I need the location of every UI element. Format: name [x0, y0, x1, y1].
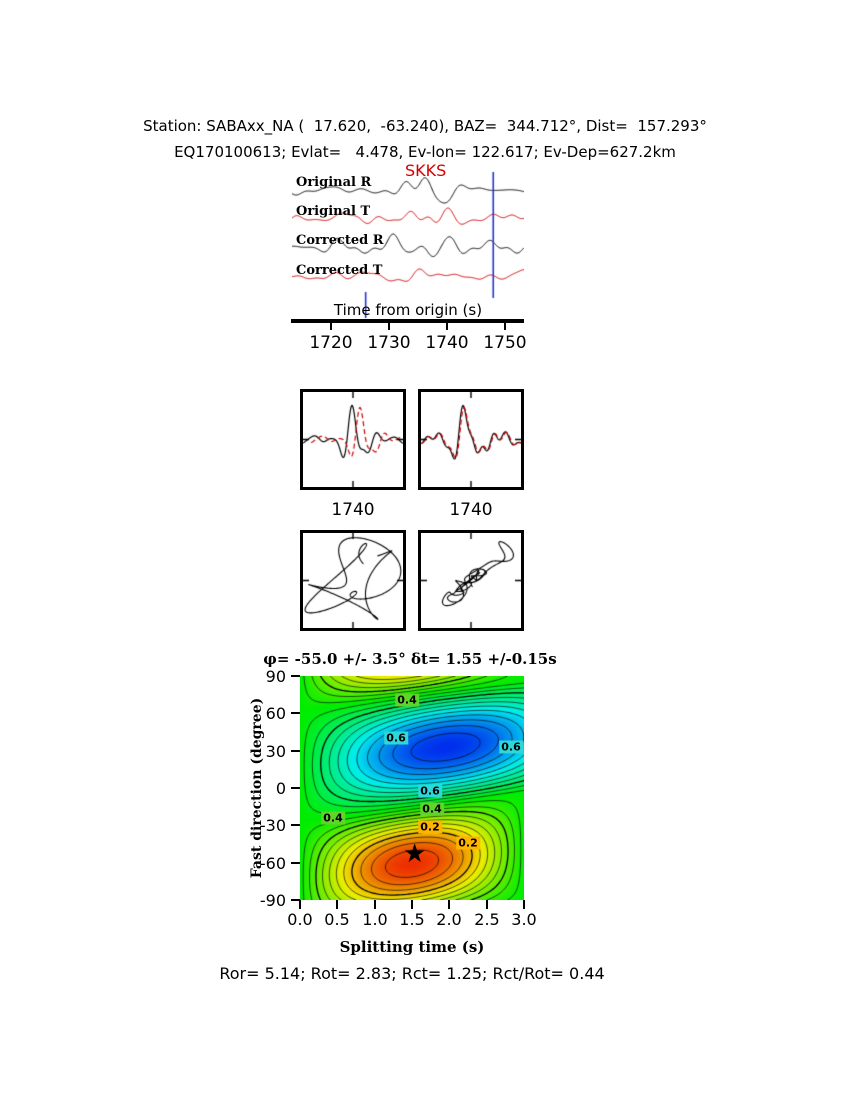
- x-axis-label: Splitting time (s): [339, 938, 485, 956]
- header-line-2: EQ170100613; Evlat= 4.478, Ev-lon= 122.6…: [174, 143, 676, 161]
- x-axis-tick: [485, 900, 488, 909]
- zoom-box-original: [300, 389, 406, 490]
- y-tick-label: 90: [265, 667, 286, 686]
- x-axis-tick: [336, 900, 339, 909]
- time-tick-label: 1720: [309, 333, 353, 353]
- contour-label: 0.6: [499, 740, 523, 754]
- time-axis-tick: [445, 323, 448, 330]
- x-axis-tick: [448, 900, 451, 909]
- time-axis-label: Time from origin (s): [333, 301, 483, 319]
- time-tick-label: 1740: [425, 333, 469, 353]
- particle-box-corrected: [418, 530, 524, 631]
- time-axis-tick: [329, 323, 332, 330]
- x-tick-label: 0.0: [287, 910, 313, 929]
- x-tick-label: 2.0: [436, 910, 462, 929]
- trace-label-original-t: Original T: [296, 204, 371, 219]
- zoom-tick-label: 1740: [449, 500, 493, 520]
- zoom-canvas: [303, 392, 403, 487]
- contour-label: 0.4: [321, 811, 345, 825]
- y-tick-label: 0: [275, 779, 286, 798]
- x-tick-label: 2.5: [474, 910, 500, 929]
- time-axis-line: [291, 319, 524, 323]
- trace-label-corrected-t: Corrected T: [296, 263, 383, 278]
- x-tick-label: 3.0: [511, 910, 537, 929]
- contour-label: 0.2: [456, 836, 480, 850]
- trace-label-original-r: Original R: [296, 175, 372, 190]
- y-tick-label: 60: [265, 704, 286, 723]
- time-tick-label: 1730: [367, 333, 411, 353]
- y-axis-tick: [291, 824, 300, 827]
- y-axis-tick: [291, 899, 300, 901]
- header-line-1: Station: SABAxx_NA ( 17.620, -63.240), B…: [143, 117, 707, 135]
- results-line: Ror= 5.14; Rot= 2.83; Rct= 1.25; Rct/Rot…: [219, 964, 605, 983]
- particle-canvas: [421, 533, 521, 628]
- y-axis-tick: [291, 675, 300, 677]
- time-tick-label: 1750: [483, 333, 527, 353]
- y-axis-tick: [291, 712, 300, 715]
- contour-canvas: [300, 676, 524, 900]
- x-axis-tick: [523, 900, 525, 909]
- contour-label: 0.4: [420, 802, 444, 816]
- x-axis-tick: [411, 900, 413, 909]
- x-axis-tick: [299, 900, 301, 909]
- contour-title: φ= -55.0 +/- 3.5° δt= 1.55 +/-0.15s: [263, 650, 557, 668]
- contour-label: 0.4: [395, 693, 419, 707]
- y-tick-label: -60: [259, 854, 286, 873]
- x-tick-label: 0.5: [324, 910, 350, 929]
- time-axis-tick: [387, 323, 390, 330]
- waveform-canvas: [292, 168, 524, 320]
- y-tick-label: 30: [265, 742, 286, 761]
- x-tick-label: 1.0: [362, 910, 388, 929]
- y-tick-label: -90: [259, 891, 286, 910]
- particle-box-original: [300, 530, 406, 631]
- zoom-canvas: [421, 392, 521, 487]
- particle-canvas: [303, 533, 403, 628]
- zoom-tick-label: 1740: [331, 500, 375, 520]
- y-axis-tick: [291, 861, 300, 864]
- trace-label-corrected-r: Corrected R: [296, 233, 384, 248]
- x-axis-tick: [373, 900, 376, 909]
- x-tick-label: 1.5: [399, 910, 425, 929]
- y-axis-tick: [291, 787, 300, 789]
- contour-label: 0.6: [384, 731, 408, 745]
- time-axis-tick: [503, 323, 506, 330]
- zoom-box-corrected: [418, 389, 524, 490]
- best-fit-star-icon: ★: [403, 839, 427, 869]
- contour-label: 0.2: [418, 820, 442, 834]
- y-axis-tick: [291, 749, 300, 752]
- contour-label: 0.6: [418, 784, 442, 798]
- y-tick-label: -30: [259, 816, 286, 835]
